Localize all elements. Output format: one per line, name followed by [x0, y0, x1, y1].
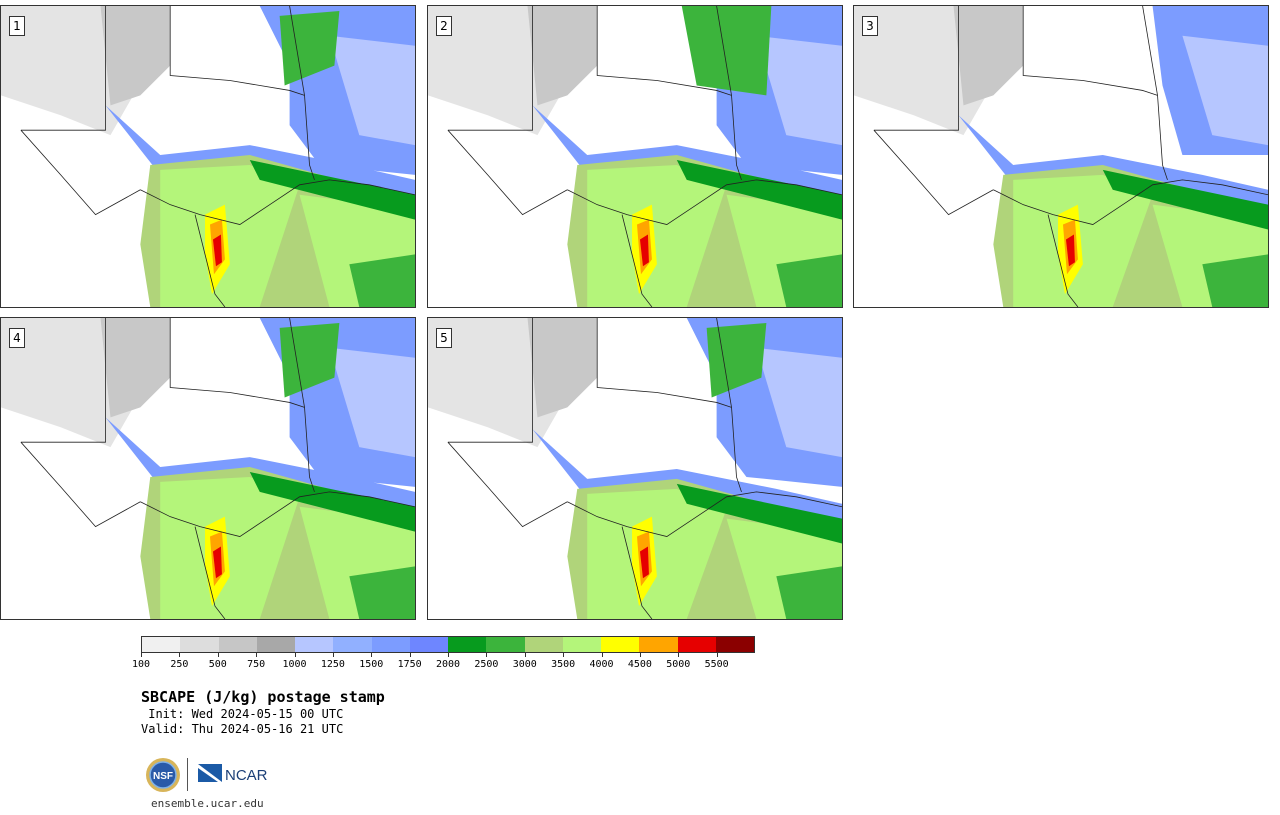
colorbar-swatch [180, 637, 219, 652]
colorbar-swatch [562, 637, 601, 652]
colorbar-tick [716, 653, 718, 657]
panel-number: 2 [436, 16, 452, 36]
colorbar-tick-label: 1000 [282, 659, 307, 670]
colorbar-tick [179, 653, 181, 657]
panel-number: 4 [9, 328, 25, 348]
panel-number: 5 [436, 328, 452, 348]
colorbar-tick [256, 653, 258, 657]
colorbar-swatch [409, 637, 448, 652]
colorbar-tick-label: 2000 [435, 659, 461, 670]
site-url: ensemble.ucar.edu [151, 797, 264, 810]
colorbar-tick-label: 4500 [627, 659, 652, 670]
colorbar-tick [409, 653, 411, 657]
colorbar-tick-label: 5000 [666, 659, 691, 670]
nsf-logo-text: NSF [153, 771, 173, 782]
colorbar-tick-label: 5500 [704, 659, 729, 670]
colorbar-swatch [486, 637, 525, 652]
valid-time: Valid: Thu 2024-05-16 21 UTC [141, 722, 344, 736]
sbcape-map [1, 318, 415, 619]
colorbar-tick [563, 653, 565, 657]
colorbar [141, 636, 755, 653]
nsf-logo-icon: NSF [146, 758, 180, 792]
colorbar-tick [141, 653, 142, 657]
colorbar-swatch [601, 637, 640, 652]
colorbar-tick-label: 250 [170, 659, 189, 670]
postage-stamp-panel: 4 [0, 317, 416, 620]
postage-stamp-panel: 1 [0, 5, 416, 308]
colorbar-tick [639, 653, 641, 657]
colorbar-tick-label: 2500 [474, 659, 499, 670]
colorbar-tick [217, 653, 219, 657]
colorbar-swatch [142, 637, 181, 652]
colorbar-tick [601, 653, 603, 657]
sbcape-map [854, 6, 1268, 307]
colorbar-tick-label: 1500 [359, 659, 384, 670]
colorbar-tick [678, 653, 680, 657]
colorbar-tick [294, 653, 296, 657]
postage-stamp-panel: 2 [427, 5, 843, 308]
colorbar-tick [371, 653, 373, 657]
colorbar-tick [448, 653, 449, 657]
colorbar-swatch [218, 637, 257, 652]
ncar-logo-text: NCAR [225, 767, 268, 784]
colorbar-tick-label: 1250 [320, 659, 345, 670]
sbcape-map [428, 318, 842, 619]
init-time: Init: Wed 2024-05-15 00 UTC [141, 707, 344, 721]
colorbar-tick-label: 100 [131, 659, 151, 670]
ncar-logo-icon: NCAR [198, 764, 268, 784]
colorbar-swatch [677, 637, 716, 652]
postage-stamp-panel: 5 [427, 317, 843, 620]
colorbar-tick-label: 4000 [589, 659, 614, 670]
colorbar-tick [524, 653, 526, 657]
product-title: SBCAPE (J/kg) postage stamp [141, 688, 385, 706]
colorbar-tick [486, 653, 488, 657]
colorbar-tick [332, 653, 334, 657]
colorbar-swatch [256, 637, 295, 652]
colorbar-swatch [371, 637, 410, 652]
sbcape-map [428, 6, 842, 307]
colorbar-tick-label: 1750 [397, 659, 422, 670]
colorbar-tick-label: 750 [247, 659, 266, 670]
logo-divider [187, 758, 188, 791]
panel-number: 1 [9, 16, 25, 36]
colorbar-swatch [639, 637, 678, 652]
colorbar-swatch [448, 637, 487, 652]
colorbar-tick-label: 500 [208, 659, 227, 670]
colorbar-tick-label: 3500 [551, 659, 576, 670]
colorbar-swatch [295, 637, 334, 652]
colorbar-tick-label: 3000 [512, 659, 537, 670]
colorbar-swatch [715, 637, 754, 652]
colorbar-swatch [524, 637, 563, 652]
sbcape-map [1, 6, 415, 307]
colorbar-swatch [333, 637, 372, 652]
postage-stamp-panel: 3 [853, 5, 1269, 308]
panel-number: 3 [862, 16, 878, 36]
